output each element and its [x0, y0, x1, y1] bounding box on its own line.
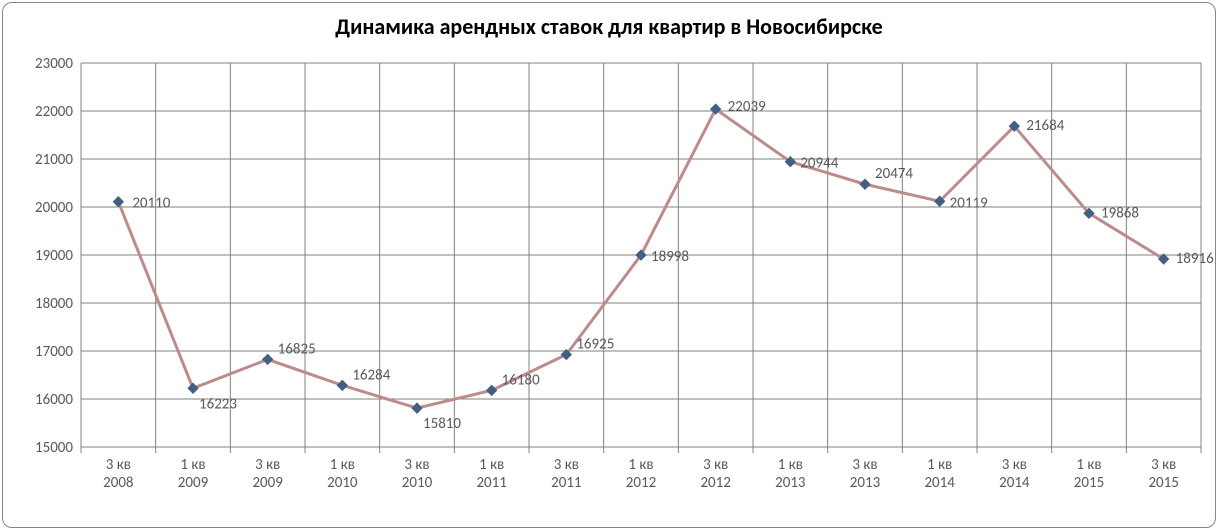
data-label: 16925	[576, 336, 614, 354]
x-axis-label-line2: 2012	[626, 474, 656, 492]
y-axis-label: 18000	[35, 295, 73, 313]
x-axis-label-line2: 2013	[775, 474, 806, 492]
y-axis-label: 20000	[35, 199, 73, 217]
chart-frame: Динамика арендных ставок для квартир в Н…	[2, 2, 1216, 528]
data-label: 18916	[1176, 250, 1214, 268]
data-label: 16284	[352, 366, 390, 384]
x-axis-label-line2: 2014	[999, 474, 1030, 492]
data-marker	[337, 380, 347, 390]
x-axis-label-line2: 2010	[327, 474, 358, 492]
y-axis-label: 16000	[35, 391, 73, 409]
x-axis-label-line1: 1 кв	[1076, 456, 1101, 474]
chart-plot: 15000 16000 17000 18000 19000 20000 21000 22000…	[3, 51, 1216, 528]
x-axis-label-line1: 1 кв	[479, 456, 504, 474]
data-marker	[188, 383, 198, 393]
data-marker	[412, 403, 422, 413]
x-axis-label-line1: 1 кв	[778, 456, 803, 474]
x-axis-label-line1: 1 кв	[180, 456, 205, 474]
data-label: 21684	[1026, 117, 1064, 135]
x-axis-label-line2: 2015	[1074, 474, 1104, 492]
x-axis-label-line2: 2010	[402, 474, 433, 492]
data-label: 16180	[502, 371, 540, 389]
x-axis-label-line1: 3 кв	[1002, 456, 1027, 474]
data-label: 20119	[950, 194, 988, 212]
data-marker	[860, 179, 870, 189]
x-axis-label-line1: 3 кв	[1151, 456, 1176, 474]
x-axis-label-line1: 3 кв	[554, 456, 579, 474]
data-label: 20944	[800, 155, 838, 173]
x-axis-label-line1: 3 кв	[404, 456, 429, 474]
x-axis-label-line2: 2011	[476, 474, 506, 492]
data-label: 18998	[651, 248, 689, 266]
x-axis-label-line2: 2012	[700, 474, 730, 492]
y-axis-label: 22000	[35, 103, 73, 121]
data-label: 20110	[132, 195, 170, 213]
x-axis-label-line2: 2013	[850, 474, 881, 492]
data-label: 16223	[199, 395, 237, 413]
data-marker	[113, 197, 123, 207]
x-axis-label-line2: 2011	[551, 474, 581, 492]
y-axis-label: 17000	[35, 343, 73, 361]
data-label: 22039	[728, 98, 766, 116]
x-axis-label-line1: 3 кв	[106, 456, 131, 474]
y-axis-label: 15000	[35, 439, 73, 457]
x-axis-label-line2: 2015	[1148, 474, 1178, 492]
x-axis-label-line2: 2009	[178, 474, 209, 492]
x-axis-label-line2: 2009	[252, 474, 283, 492]
y-axis-label: 23000	[35, 55, 73, 73]
x-axis-label-line2: 2014	[924, 474, 955, 492]
x-axis-label-line1: 1 кв	[927, 456, 952, 474]
x-axis-label-line1: 1 кв	[330, 456, 355, 474]
x-axis-label-line1: 1 кв	[628, 456, 653, 474]
data-label: 16825	[278, 340, 316, 358]
x-axis-label-line1: 3 кв	[703, 456, 728, 474]
data-label: 19868	[1101, 204, 1139, 222]
x-axis-label-line1: 3 кв	[852, 456, 877, 474]
chart-title: Динамика арендных ставок для квартир в Н…	[3, 3, 1215, 40]
data-marker	[263, 354, 273, 364]
data-label: 15810	[423, 415, 461, 433]
data-marker	[487, 385, 497, 395]
x-axis-label-line1: 3 кв	[255, 456, 280, 474]
y-axis-label: 19000	[35, 247, 73, 265]
x-axis-label-line2: 2008	[103, 474, 133, 492]
data-label: 20474	[875, 165, 913, 183]
y-axis-label: 21000	[35, 151, 73, 169]
